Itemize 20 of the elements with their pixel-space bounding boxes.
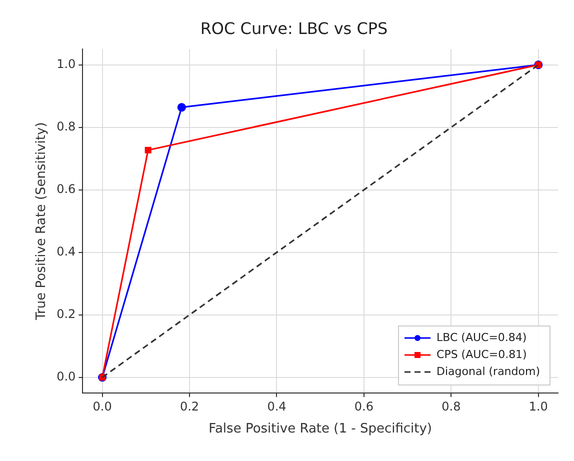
y-tick-label: 0.4	[56, 244, 76, 258]
y-tick-label: 0.8	[56, 119, 76, 134]
legend-label: LBC (AUC=0.84)	[436, 330, 527, 344]
legend-label: Diagonal (random)	[436, 364, 540, 378]
y-tick-label: 0.2	[56, 306, 76, 321]
x-tick-label: 1.0	[528, 399, 548, 414]
point	[177, 103, 186, 112]
point	[144, 146, 152, 154]
y-tick-label: 0.0	[56, 370, 76, 384]
x-axis-title: False Positive Rate (1 - Specificity)	[208, 422, 432, 437]
y-axis-title: True Positive Rate (Sensitivity)	[34, 122, 50, 321]
x-tick-label: 0.6	[354, 399, 374, 414]
y-tick-label: 0.6	[56, 182, 76, 196]
legend-label: CPS (AUC=0.81)	[436, 348, 527, 361]
chart-title: ROC Curve: LBC vs CPS	[200, 18, 388, 38]
x-tick-label: 0.2	[180, 399, 200, 414]
x-tick-label: 0.0	[92, 399, 112, 414]
x-tick-label: 0.8	[442, 399, 461, 414]
x-tick-label: 0.4	[267, 399, 286, 414]
y-tick-label: 1.0	[56, 56, 76, 71]
